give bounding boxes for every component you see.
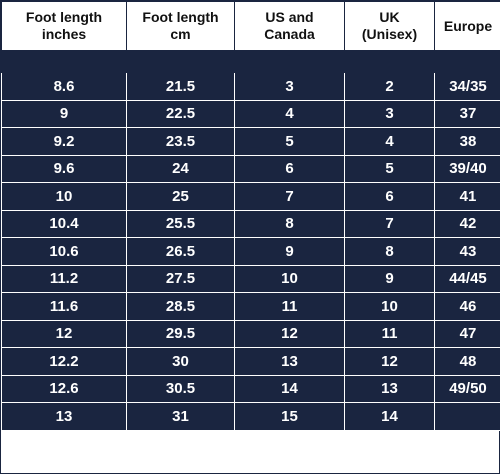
table-cell: 12 <box>344 347 435 376</box>
table-cell: 3 <box>344 99 435 128</box>
column-header: UK (Unisex) <box>344 1 435 51</box>
table-cell: 24 <box>126 154 235 183</box>
table-cell: 9.2 <box>1 127 127 156</box>
table-cell: 26.5 <box>126 237 235 266</box>
table-cell: 8 <box>234 209 345 238</box>
column-header-line: Foot length <box>25 9 103 25</box>
table-cell: 21.5 <box>126 72 235 101</box>
table-row: 11.6 28.5 11 10 46 <box>1 292 500 321</box>
table-row: 12 29.5 12 11 47 <box>1 319 500 348</box>
table-cell: 14 <box>234 374 345 403</box>
table-cell: 12 <box>234 319 345 348</box>
table-cell: 12 <box>1 319 127 348</box>
table-cell: 43 <box>434 237 500 266</box>
table-cell: 30 <box>126 347 235 376</box>
table-row: 13 31 15 14 <box>1 402 500 431</box>
table-cell: 25.5 <box>126 209 235 238</box>
column-header: Foot length cm <box>126 1 235 51</box>
table-cell: 39/40 <box>434 154 500 183</box>
table-cell: 11 <box>344 319 435 348</box>
table-cell: 27.5 <box>126 264 235 293</box>
table-cell: 46 <box>434 292 500 321</box>
table-cell: 29.5 <box>126 319 235 348</box>
table-cell: 3 <box>234 72 345 101</box>
table-cell: 22.5 <box>126 99 235 128</box>
table-cell: 13 <box>344 374 435 403</box>
table-row: 10.6 26.5 9 8 43 <box>1 237 500 266</box>
table-cell: 10 <box>344 292 435 321</box>
table-cell: 49/50 <box>434 374 500 403</box>
table-cell: 47 <box>434 319 500 348</box>
table-cell: 6 <box>344 182 435 211</box>
table-cell: 9.6 <box>1 154 127 183</box>
table-cell: 10.4 <box>1 209 127 238</box>
column-header: Europe <box>434 1 500 51</box>
table-cell: 10 <box>234 264 345 293</box>
table-cell: 10.6 <box>1 237 127 266</box>
table-cell: 4 <box>234 99 345 128</box>
table-body: 8.6 21.5 3 2 34/35 9 22.5 4 3 37 9.2 23.5 5 4 38 9.6 24 6… <box>1 50 500 431</box>
table-cell: 12.2 <box>1 347 127 376</box>
table-cell: 38 <box>434 127 500 156</box>
table-cell: 28.5 <box>126 292 235 321</box>
table-cell: 11 <box>234 292 345 321</box>
table-cell: 31 <box>126 402 235 431</box>
column-header: Foot length inches <box>1 1 127 51</box>
table-row: 12.2 30 13 12 48 <box>1 347 500 376</box>
table-cell: 13 <box>234 347 345 376</box>
table-row: 10 25 7 6 41 <box>1 182 500 211</box>
spacer-cell <box>1 50 500 73</box>
table-cell: 48 <box>434 347 500 376</box>
table-cell: 9 <box>1 99 127 128</box>
table-cell: 11.6 <box>1 292 127 321</box>
header-row: Foot length inches Foot length cm US and Cana… <box>1 1 500 51</box>
table-cell: 11.2 <box>1 264 127 293</box>
table-cell: 44/45 <box>434 264 500 293</box>
column-header-line: (Unisex) <box>361 26 418 42</box>
column-header-line: Canada <box>264 26 315 42</box>
table-header: Foot length inches Foot length cm US and Cana… <box>1 1 500 51</box>
table-cell: 37 <box>434 99 500 128</box>
table-cell: 34/35 <box>434 72 500 101</box>
table-cell: 5 <box>344 154 435 183</box>
table-cell: 14 <box>344 402 435 431</box>
column-header: US and Canada <box>234 1 345 51</box>
table-cell: 15 <box>234 402 345 431</box>
table-row: 9 22.5 4 3 37 <box>1 99 500 128</box>
table-cell: 9 <box>344 264 435 293</box>
column-header-line: Europe <box>443 17 493 34</box>
table-row: 12.6 30.5 14 13 49/50 <box>1 374 500 403</box>
table-cell: 41 <box>434 182 500 211</box>
table-cell: 10 <box>1 182 127 211</box>
size-table: Foot length inches Foot length cm US and Cana… <box>1 1 500 431</box>
table-cell: 12.6 <box>1 374 127 403</box>
column-header-line: US and <box>265 9 314 25</box>
table-row: 11.2 27.5 10 9 44/45 <box>1 264 500 293</box>
table-row: 9.6 24 6 5 39/40 <box>1 154 500 183</box>
column-header-line: inches <box>41 26 87 42</box>
table-cell: 42 <box>434 209 500 238</box>
column-header-line: UK <box>379 9 400 25</box>
table-cell: 9 <box>234 237 345 266</box>
table-cell: 23.5 <box>126 127 235 156</box>
table-cell: 7 <box>344 209 435 238</box>
column-header-line: cm <box>170 26 191 42</box>
table-cell: 25 <box>126 182 235 211</box>
table-cell: 2 <box>344 72 435 101</box>
table-row: 10.4 25.5 8 7 42 <box>1 209 500 238</box>
table-cell <box>434 402 500 431</box>
table-cell: 6 <box>234 154 345 183</box>
table-cell: 4 <box>344 127 435 156</box>
table-cell: 8 <box>344 237 435 266</box>
column-header-line: Foot length <box>142 9 219 25</box>
table-cell: 5 <box>234 127 345 156</box>
table-row: 9.2 23.5 5 4 38 <box>1 127 500 156</box>
table-cell: 7 <box>234 182 345 211</box>
header-spacer-row <box>1 50 500 73</box>
table-row: 8.6 21.5 3 2 34/35 <box>1 72 500 101</box>
table-cell: 8.6 <box>1 72 127 101</box>
table-cell: 30.5 <box>126 374 235 403</box>
table-cell: 13 <box>1 402 127 431</box>
